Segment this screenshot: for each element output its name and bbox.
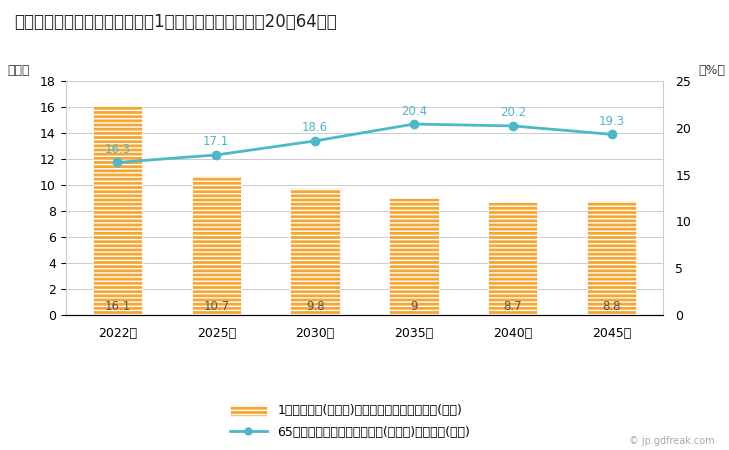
Text: 16.1: 16.1 (104, 300, 130, 313)
Text: 19.3: 19.3 (599, 115, 625, 128)
Text: 17.1: 17.1 (203, 135, 230, 148)
Bar (587, 201, 636, 315)
Text: ［%］: ［%］ (698, 63, 725, 76)
Text: 20.4: 20.4 (401, 104, 427, 117)
Legend: 1人の要介護(要支援)者を支える現役世代人数(左軸), 65歳以上人口にしめる要介護(要支援)者の割合(右軸): 1人の要介護(要支援)者を支える現役世代人数(左軸), 65歳以上人口にしめる要… (230, 405, 470, 439)
Bar (93, 106, 142, 315)
Text: 善通寺市の要介護（要支援）者1人を支える現役世代（20〜64歳）: 善通寺市の要介護（要支援）者1人を支える現役世代（20〜64歳） (15, 14, 338, 32)
Text: 9.8: 9.8 (305, 300, 324, 313)
Text: 20.2: 20.2 (499, 106, 526, 119)
Text: 18.6: 18.6 (302, 122, 328, 135)
Bar (488, 202, 537, 315)
Bar (192, 176, 241, 315)
Text: 10.7: 10.7 (203, 300, 230, 313)
Bar (290, 188, 340, 315)
Bar (389, 198, 439, 315)
Text: ［人］: ［人］ (7, 63, 30, 76)
Text: 16.3: 16.3 (104, 143, 130, 156)
Text: © jp.gdfreak.com: © jp.gdfreak.com (629, 436, 714, 446)
Text: 9: 9 (410, 300, 418, 313)
Text: 8.7: 8.7 (504, 300, 522, 313)
Text: 8.8: 8.8 (602, 300, 621, 313)
